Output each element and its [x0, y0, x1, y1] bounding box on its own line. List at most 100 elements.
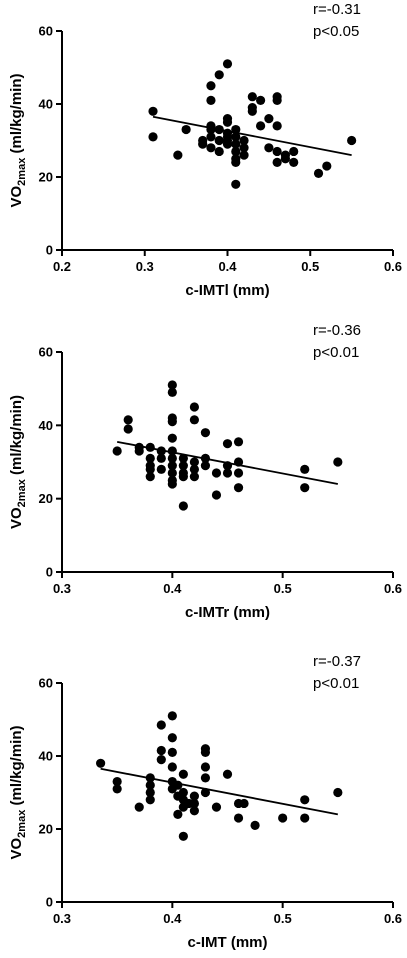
data-point: [206, 95, 216, 105]
x-tick-label: 0.4: [218, 259, 237, 274]
y-tick-label: 40: [39, 418, 53, 433]
data-point: [289, 146, 299, 157]
regression-line: [100, 767, 339, 816]
data-point: [206, 81, 216, 91]
data-point: [181, 124, 191, 135]
data-point: [264, 114, 274, 124]
data-point: [173, 780, 183, 790]
data-point: [272, 121, 282, 131]
data-point: [239, 798, 249, 809]
data-point: [178, 831, 188, 841]
data-point: [300, 483, 310, 493]
data-point: [112, 784, 122, 794]
data-point: [148, 106, 158, 116]
y-axis-label-base: VO: [8, 837, 25, 859]
data-point: [96, 758, 106, 768]
y-axis-label-base: VO: [8, 185, 25, 207]
data-point: [145, 464, 155, 474]
x-tick-label: 0.5: [274, 581, 292, 596]
x-tick-label: 0.3: [53, 581, 71, 596]
data-point: [322, 161, 332, 171]
data-point: [231, 124, 241, 135]
data-point: [222, 769, 233, 779]
data-point: [206, 143, 216, 153]
data-point: [231, 139, 241, 149]
data-point: [189, 464, 199, 474]
data-point: [189, 798, 199, 809]
data-point: [247, 106, 257, 116]
correlation-coefficient: r=-0.31: [313, 1, 361, 18]
data-point: [211, 468, 222, 478]
data-point: [300, 795, 310, 805]
x-axis-label: c-IMT (mm): [188, 934, 268, 951]
data-point: [189, 415, 199, 425]
y-tick-label: 60: [39, 676, 53, 691]
data-point: [256, 121, 266, 131]
data-point: [278, 813, 288, 823]
x-tick-label: 0.6: [384, 911, 402, 926]
x-tick-label: 0.6: [384, 259, 402, 274]
p-value: p<0.05: [313, 23, 359, 40]
data-point: [289, 157, 299, 167]
data-point: [231, 179, 241, 189]
data-point: [206, 132, 216, 142]
x-tick-label: 0.6: [384, 581, 402, 596]
data-point: [200, 428, 211, 438]
data-point: [231, 157, 241, 167]
data-point: [134, 802, 144, 812]
data-point: [200, 787, 211, 798]
x-tick-label: 0.5: [301, 259, 319, 274]
data-point: [145, 787, 155, 798]
data-point: [200, 461, 211, 471]
data-point: [167, 711, 177, 721]
y-tick-label: 60: [39, 345, 53, 360]
data-point: [189, 806, 199, 816]
data-point: [156, 755, 166, 765]
data-point: [156, 464, 166, 474]
data-point: [233, 457, 244, 467]
data-point: [178, 472, 188, 482]
data-point: [178, 461, 188, 471]
y-axis-label-units: (ml/kg/min): [8, 725, 25, 809]
y-tick-label: 60: [39, 24, 53, 39]
data-point: [214, 70, 224, 80]
data-point: [178, 787, 188, 798]
data-point: [200, 453, 211, 463]
y-tick-label: 20: [39, 822, 53, 837]
y-tick-label: 40: [39, 97, 53, 112]
y-axis-label-units: (ml/kg/min): [8, 395, 25, 479]
y-axis-label: VO2max (ml/kg/min): [8, 73, 28, 207]
data-point: [250, 820, 260, 830]
x-tick-label: 0.2: [53, 259, 71, 274]
data-point: [222, 439, 233, 449]
data-point: [198, 139, 208, 149]
data-point: [300, 464, 310, 474]
data-point: [145, 780, 155, 790]
data-point: [222, 461, 233, 471]
data-point: [156, 720, 166, 730]
data-point: [167, 417, 177, 427]
data-point: [134, 446, 144, 456]
data-point: [189, 402, 199, 412]
data-point: [333, 787, 343, 798]
y-axis-label-subscript: 2max: [16, 478, 28, 507]
data-point: [189, 472, 199, 482]
y-axis-label: VO2max (ml/kg/min): [8, 395, 28, 529]
x-tick-label: 0.4: [163, 911, 182, 926]
correlation-coefficient: r=-0.36: [313, 322, 361, 339]
data-point: [167, 479, 177, 489]
data-point: [233, 468, 244, 478]
data-point: [123, 424, 133, 434]
y-tick-label: 0: [46, 243, 53, 258]
data-point: [156, 745, 166, 756]
y-tick-label: 20: [39, 170, 53, 185]
data-point: [167, 747, 177, 757]
y-tick-label: 0: [46, 895, 53, 910]
data-point: [145, 795, 155, 805]
x-tick-label: 0.4: [163, 581, 182, 596]
data-point: [167, 380, 177, 390]
y-axis-label-units: (ml/kg/min): [8, 73, 25, 157]
data-point: [214, 135, 224, 146]
data-point: [189, 457, 199, 467]
